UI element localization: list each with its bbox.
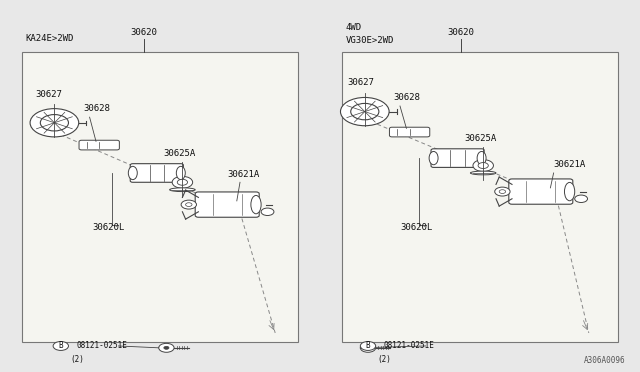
Circle shape bbox=[499, 190, 506, 193]
Text: 30621A: 30621A bbox=[554, 160, 586, 169]
Text: B: B bbox=[58, 341, 63, 350]
Text: B: B bbox=[365, 341, 371, 350]
Ellipse shape bbox=[177, 166, 186, 180]
Circle shape bbox=[365, 346, 371, 349]
Circle shape bbox=[495, 187, 510, 196]
FancyBboxPatch shape bbox=[509, 179, 573, 204]
Ellipse shape bbox=[429, 151, 438, 165]
Circle shape bbox=[340, 97, 389, 126]
Circle shape bbox=[181, 200, 196, 209]
Ellipse shape bbox=[251, 195, 261, 214]
Text: 08121-0251E: 08121-0251E bbox=[384, 341, 435, 350]
FancyBboxPatch shape bbox=[131, 164, 183, 182]
FancyBboxPatch shape bbox=[431, 149, 484, 167]
FancyBboxPatch shape bbox=[79, 140, 119, 150]
Circle shape bbox=[473, 160, 493, 171]
Circle shape bbox=[159, 343, 174, 352]
Circle shape bbox=[172, 176, 193, 188]
Text: 30620L: 30620L bbox=[93, 224, 125, 232]
Circle shape bbox=[261, 208, 274, 215]
Bar bbox=[342, 52, 618, 342]
Ellipse shape bbox=[128, 166, 137, 180]
Bar bbox=[22, 52, 298, 342]
Text: 30620: 30620 bbox=[131, 28, 157, 37]
Text: 30628: 30628 bbox=[83, 105, 110, 113]
FancyBboxPatch shape bbox=[195, 192, 259, 217]
Circle shape bbox=[164, 346, 169, 349]
FancyBboxPatch shape bbox=[390, 127, 430, 137]
Text: 30627: 30627 bbox=[348, 78, 374, 87]
Text: A306A0096: A306A0096 bbox=[584, 356, 626, 365]
Circle shape bbox=[351, 103, 379, 120]
Circle shape bbox=[53, 341, 68, 350]
Circle shape bbox=[30, 109, 79, 137]
Text: KA24E>2WD: KA24E>2WD bbox=[26, 34, 74, 43]
Text: (2): (2) bbox=[378, 355, 392, 363]
Text: 30625A: 30625A bbox=[163, 149, 195, 158]
Circle shape bbox=[177, 179, 188, 185]
Circle shape bbox=[360, 343, 376, 352]
Circle shape bbox=[360, 341, 376, 350]
Text: (2): (2) bbox=[70, 355, 84, 363]
Text: 30625A: 30625A bbox=[464, 134, 496, 143]
Text: 08121-0251E: 08121-0251E bbox=[77, 341, 127, 350]
Text: 30621A: 30621A bbox=[227, 170, 259, 179]
Text: 30620: 30620 bbox=[447, 28, 474, 37]
Text: 4WD: 4WD bbox=[346, 23, 362, 32]
Circle shape bbox=[40, 115, 68, 131]
Circle shape bbox=[478, 163, 488, 169]
Ellipse shape bbox=[477, 151, 486, 165]
Circle shape bbox=[575, 195, 588, 202]
Text: VG30E>2WD: VG30E>2WD bbox=[346, 36, 394, 45]
Ellipse shape bbox=[470, 171, 496, 175]
Ellipse shape bbox=[170, 188, 195, 192]
Text: 30620L: 30620L bbox=[400, 224, 432, 232]
Ellipse shape bbox=[564, 182, 575, 201]
Circle shape bbox=[186, 203, 192, 206]
Text: 30627: 30627 bbox=[35, 90, 62, 99]
Text: 30628: 30628 bbox=[394, 93, 420, 102]
